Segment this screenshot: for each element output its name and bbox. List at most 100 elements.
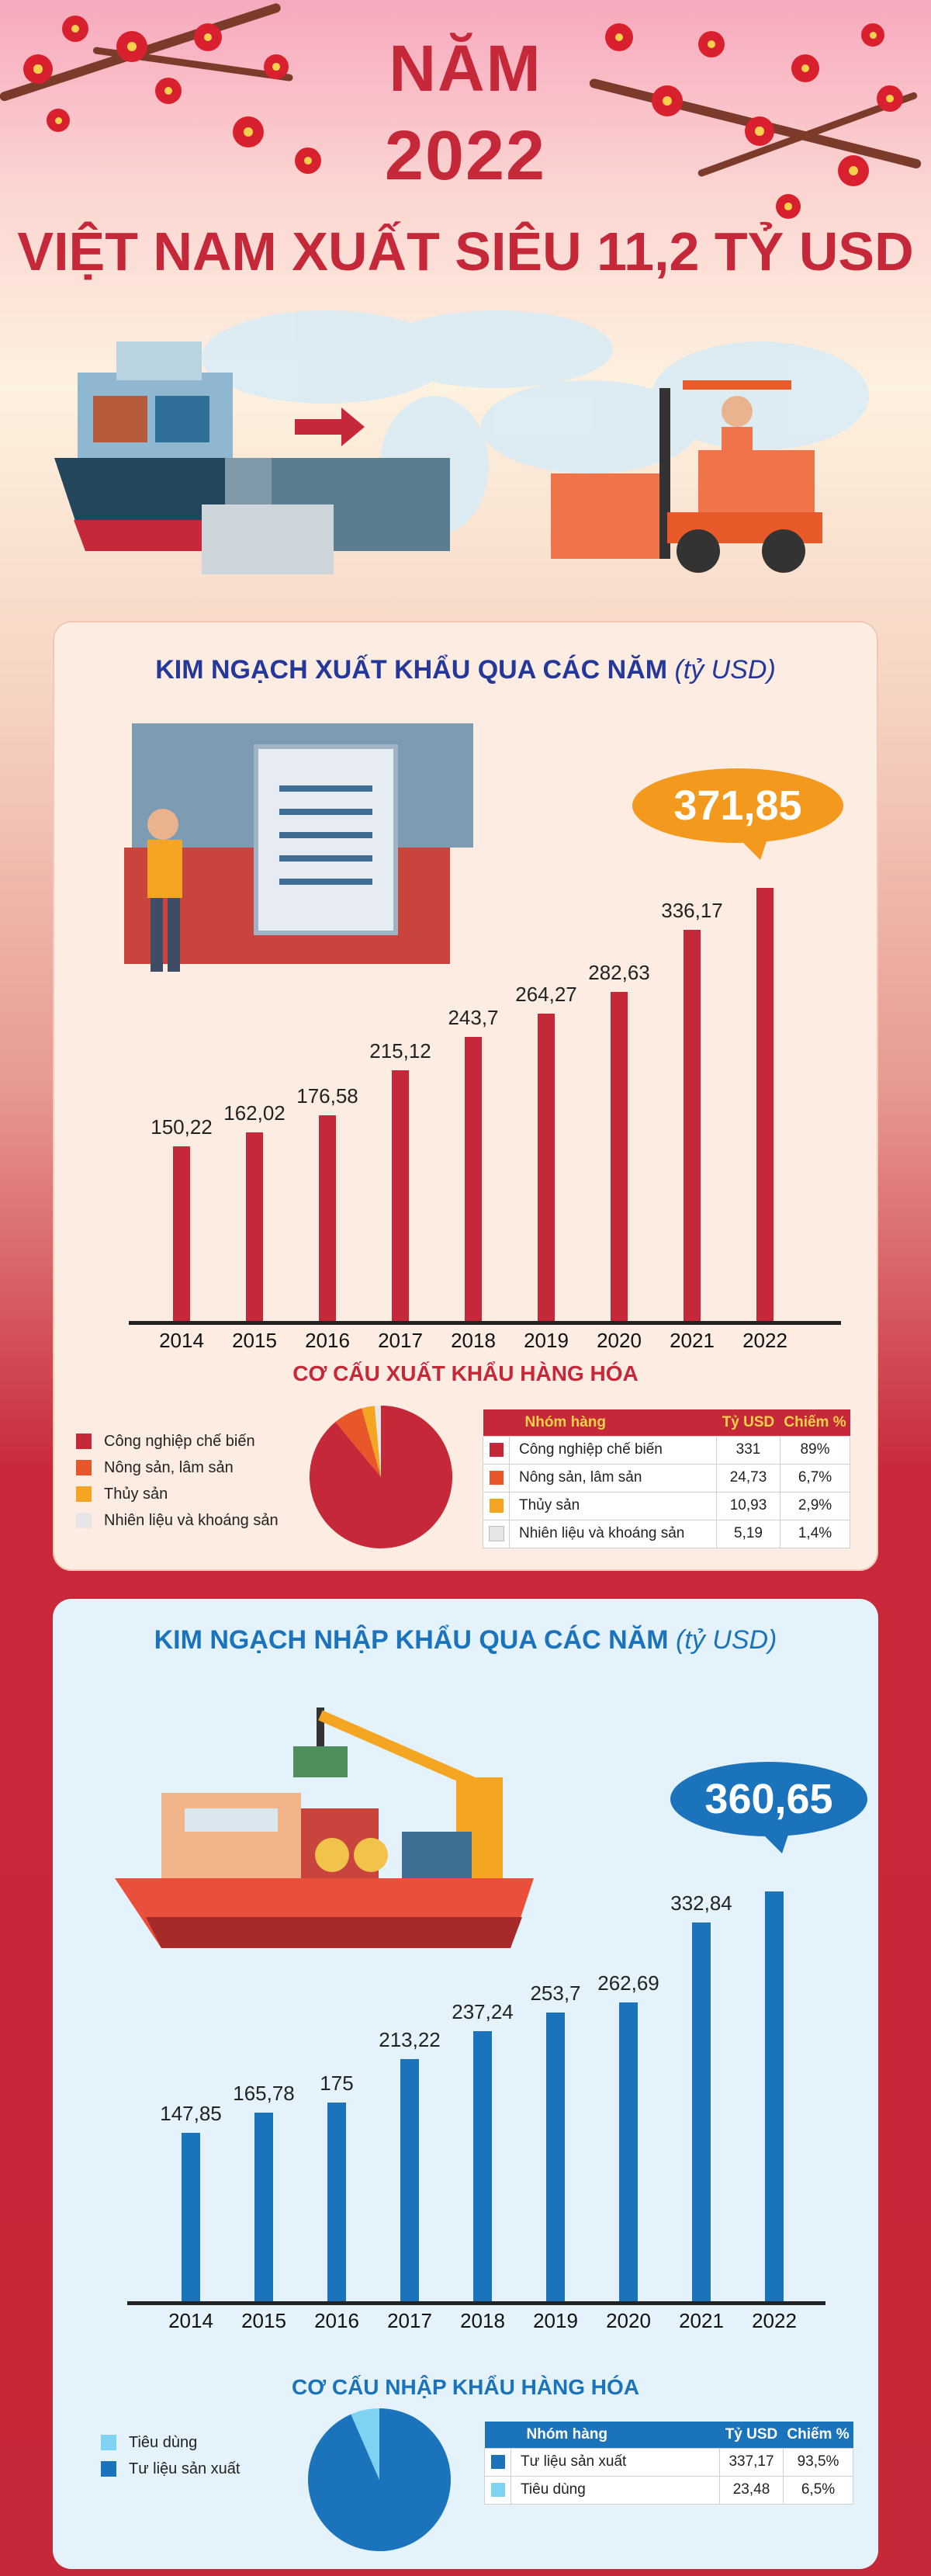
- export-table-swatch: [488, 1525, 504, 1541]
- export-bar-2020: [611, 992, 628, 1321]
- import-bar-2014: [182, 2133, 200, 2301]
- export-table-share: 1,4%: [780, 1519, 850, 1548]
- import-value-label-2019: 253,7: [530, 1981, 581, 2006]
- export-legend-item: Nông sản, lâm sản: [76, 1454, 279, 1481]
- export-bar-2018: [465, 1037, 482, 1321]
- import-panel: KIM NGẠCH NHẬP KHẨU QUA CÁC NĂM (tỷ USD)…: [53, 1599, 878, 2569]
- import-bar-2017: [400, 2058, 419, 2301]
- export-pie-slice-2: [362, 1406, 381, 1477]
- export-table-group: Thủy sản: [509, 1491, 717, 1520]
- import-table-swatch: [490, 2454, 505, 2469]
- export-legend-label: Nhiên liệu và khoáng sản: [104, 1511, 279, 1529]
- export-tick-2021: 2021: [670, 1329, 715, 1352]
- export-legend-label: Thủy sản: [104, 1485, 168, 1503]
- title-year-word: NĂM: [389, 32, 542, 105]
- import-legend-swatch: [101, 2461, 116, 2477]
- import-legend-item: Tư liệu sản xuất: [101, 2456, 240, 2482]
- import-tick-2019: 2019: [533, 2309, 578, 2332]
- import-title-unit: (tỷ USD): [676, 1625, 777, 1655]
- import-bar-2020: [619, 2002, 638, 2301]
- export-legend-swatch: [76, 1460, 92, 1475]
- export-title-unit: (tỷ USD): [674, 655, 776, 685]
- export-table-swatch: [489, 1498, 504, 1513]
- export-table-share: 2,9%: [780, 1491, 850, 1520]
- headline: VIỆT NAM XUẤT SIÊU 11,2 TỶ USD: [17, 221, 914, 282]
- export-table-header-group: Nhóm hàng: [524, 1413, 607, 1430]
- export-bar-chart: 150,22 2014 162,02 2015 176,58 2016 215,12 2017…: [54, 622, 880, 1368]
- import-structure-title: CƠ CẤU NHẬP KHẨU HÀNG HÓA: [291, 2375, 640, 2399]
- import-table-group: Tư liệu sản xuất: [510, 2447, 720, 2477]
- import-tick-2020: 2020: [606, 2309, 651, 2332]
- export-table-group: Nhiên liệu và khoáng sản: [509, 1519, 717, 1548]
- export-pie-chart: [310, 1406, 452, 1548]
- export-table-share: 89%: [780, 1435, 850, 1465]
- export-title: KIM NGẠCH XUẤT KHẨU QUA CÁC NĂM (tỷ USD): [54, 655, 877, 685]
- export-tick-2018: 2018: [451, 1329, 496, 1352]
- import-x-axis: [127, 2301, 825, 2305]
- trade-illustration: [54, 310, 869, 574]
- export-table-group: Công nghiệp chế biến: [509, 1435, 717, 1465]
- import-bar-2021: [692, 1922, 711, 2301]
- export-value-label-2015: 162,02: [223, 1101, 286, 1125]
- import-highlight-bubble: 360,65: [670, 1762, 867, 1836]
- import-tick-2015: 2015: [241, 2309, 286, 2332]
- export-bar-2019: [538, 1013, 555, 1321]
- export-legend-label: Nông sản, lâm sản: [104, 1458, 234, 1476]
- export-tick-2020: 2020: [597, 1329, 642, 1352]
- import-title-text: KIM NGẠCH NHẬP KHẨU QUA CÁC NĂM: [154, 1625, 669, 1655]
- export-illustration: [124, 723, 473, 972]
- export-legend-label: Công nghiệp chế biến: [104, 1432, 255, 1450]
- import-pie-slice-1: [351, 2408, 379, 2480]
- import-legend-label: Tiêu dùng: [129, 2433, 198, 2451]
- export-value-label-2021: 336,17: [661, 898, 723, 922]
- import-bubble-tail: [759, 1830, 790, 1853]
- export-legend-item: Công nghiệp chế biến: [76, 1428, 279, 1454]
- export-tick-2022: 2022: [742, 1329, 787, 1352]
- export-table-value: 24,73: [716, 1463, 780, 1493]
- export-panel: KIM NGẠCH XUẤT KHẨU QUA CÁC NĂM (tỷ USD)…: [53, 621, 878, 1571]
- import-legend-label: Tư liệu sản xuất: [129, 2460, 241, 2477]
- import-pie-chart: [308, 2408, 451, 2551]
- export-tick-2019: 2019: [524, 1329, 569, 1352]
- export-bar-2016: [319, 1115, 336, 1321]
- export-bar-2021: [684, 929, 701, 1321]
- import-table-share: 6,5%: [783, 2475, 853, 2505]
- export-bar-2015: [246, 1132, 263, 1321]
- import-title: KIM NGẠCH NHẬP KHẨU QUA CÁC NĂM (tỷ USD): [53, 1625, 878, 1656]
- import-bar-2018: [473, 2031, 492, 2301]
- export-table-row: Nhiên liệu và khoáng sản 5,19 1,4%: [483, 1519, 850, 1548]
- export-highlight-bubble: 371,85: [632, 768, 843, 843]
- export-table-swatch: [489, 1442, 504, 1457]
- import-legend-swatch: [101, 2435, 116, 2450]
- export-bar-2017: [392, 1070, 409, 1321]
- import-value-label-2017: 213,22: [379, 2027, 441, 2051]
- import-tick-2021: 2021: [679, 2309, 724, 2332]
- export-legend-swatch: [76, 1513, 92, 1528]
- import-value-label-2018: 237,24: [452, 2000, 514, 2024]
- import-pie-legend: Tiêu dùng Tư liệu sản xuất: [101, 2429, 240, 2482]
- export-table-row: Công nghiệp chế biến 331 89%: [483, 1435, 850, 1465]
- export-x-axis: [129, 1321, 841, 1325]
- import-tick-2017: 2017: [387, 2309, 432, 2332]
- export-legend-swatch: [76, 1434, 92, 1449]
- import-bar-2022: [765, 1891, 784, 2301]
- import-table-value: 337,17: [719, 2447, 784, 2477]
- import-value-label-2021: 332,84: [670, 1891, 732, 1916]
- export-structure-title: CƠ CẤU XUẤT KHẨU HÀNG HÓA: [292, 1361, 639, 1385]
- export-pie-legend: Công nghiệp chế biến Nông sản, lâm sản Thủ…: [76, 1428, 279, 1534]
- export-bar-2014: [173, 1146, 190, 1321]
- import-table-header-group: Nhóm hàng: [526, 2425, 608, 2443]
- export-title-text: KIM NGẠCH XUẤT KHẨU QUA CÁC NĂM: [155, 655, 668, 685]
- export-table-row: Thủy sản 10,93 2,9%: [483, 1491, 850, 1520]
- import-bar-2019: [546, 2013, 565, 2301]
- export-bubble-tail: [737, 837, 768, 860]
- export-value-label-2016: 176,58: [296, 1084, 358, 1108]
- import-structure-table: Nhóm hàng Tỷ USD Chiếm % Tư liệu sản xuấ…: [484, 2422, 853, 2505]
- import-table-swatch: [490, 2482, 505, 2497]
- export-legend-item: Nhiên liệu và khoáng sản: [76, 1507, 279, 1534]
- export-table-header-share: Chiếm %: [784, 1413, 846, 1430]
- import-value-label-2015: 165,78: [233, 2082, 295, 2106]
- import-table-row: Tư liệu sản xuất 337,17 93,5%: [484, 2447, 853, 2477]
- import-tick-2014: 2014: [168, 2309, 213, 2332]
- import-table-header-share: Chiếm %: [787, 2425, 850, 2443]
